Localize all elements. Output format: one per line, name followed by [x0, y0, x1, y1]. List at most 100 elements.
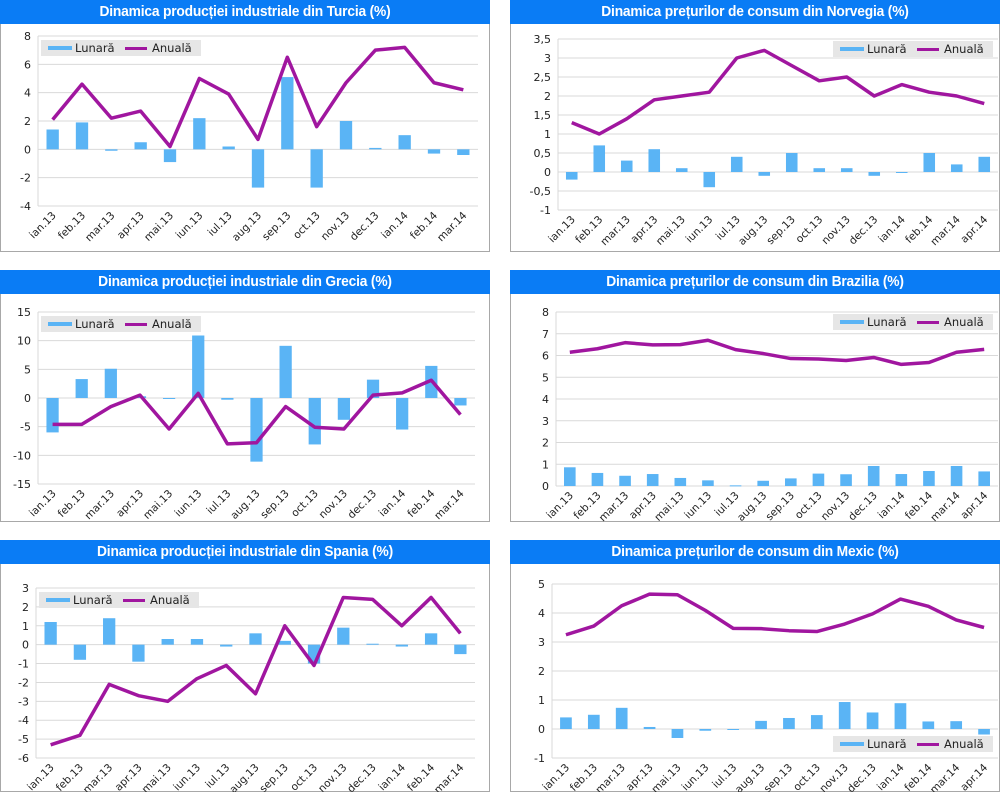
- x-tick-label: aug.13: [227, 762, 261, 792]
- bar: [134, 142, 147, 150]
- x-tick-label: apr.14: [958, 761, 990, 792]
- y-tick-label: -15: [13, 478, 31, 491]
- x-tick-label: ian.14: [376, 761, 408, 792]
- legend-label-lunara: Lunară: [867, 42, 907, 56]
- x-tick-label: iun.13: [684, 214, 716, 246]
- legend-label-anuala: Anuală: [944, 42, 984, 56]
- x-tick-label: nov.13: [317, 488, 350, 521]
- y-tick-label: -2: [18, 676, 29, 689]
- legend-background: [41, 316, 201, 332]
- line-path: [569, 338, 985, 367]
- chart-panel-grecia: Dinamica producției industriale din Grec…: [0, 270, 490, 522]
- bar: [250, 398, 263, 462]
- bar: [703, 172, 716, 188]
- x-tick-label: mai.13: [140, 762, 174, 792]
- bar: [674, 477, 687, 486]
- y-tick-label: 0: [24, 143, 31, 156]
- bar: [310, 149, 323, 188]
- bar: [560, 717, 572, 729]
- bar: [564, 467, 576, 486]
- bar: [757, 480, 769, 486]
- x-tick-label: oct.13: [288, 762, 320, 792]
- bar: [675, 168, 688, 172]
- chart-panel-turcia: Dinamica producției industriale din Turc…: [0, 0, 490, 252]
- y-tick-label: 1: [544, 128, 551, 141]
- x-tick-label: ian.14: [876, 489, 908, 521]
- gridlines: [557, 38, 998, 211]
- chart-title-bar: Dinamica prețurilor de consum din Mexic …: [510, 540, 1000, 564]
- y-tick-label: -0,5: [530, 185, 551, 198]
- x-tick-label: sep.13: [258, 488, 291, 521]
- x-tick-label: ian.13: [27, 210, 59, 242]
- x-tick-label: apr.13: [115, 210, 147, 242]
- x-tick-label: mar.13: [83, 488, 117, 522]
- chart-panel-brazilia: Dinamica prețurilor de consum din Brazil…: [510, 270, 1000, 522]
- bar: [454, 398, 467, 406]
- bar: [565, 172, 578, 180]
- y-tick-label: -10: [13, 449, 31, 462]
- y-tick-label: 0: [24, 392, 31, 405]
- x-tick-label: apr.14: [958, 489, 990, 521]
- x-tick-label: iun.13: [173, 488, 205, 520]
- y-axis: 3,5 3 2,5 2 1,5 1 0,5 0 -0,5 -1: [530, 33, 551, 217]
- bar: [104, 368, 117, 398]
- legend: Lunară Anuală: [833, 41, 993, 57]
- bar: [866, 712, 879, 729]
- x-tick-label: mar.13: [83, 210, 117, 244]
- y-tick-label: 3: [544, 52, 551, 65]
- x-tick-label: sep.13: [762, 762, 795, 792]
- x-tick-label: sep.13: [257, 762, 290, 792]
- bar: [395, 644, 408, 647]
- y-tick-label: 5: [24, 363, 31, 376]
- chart-frame: [0, 294, 490, 522]
- x-tick-label: mar.14: [432, 487, 467, 522]
- x-tick-label: mar.14: [432, 761, 467, 792]
- x-tick-label: mai.13: [652, 490, 686, 522]
- y-tick-label: 1: [538, 694, 545, 707]
- bar: [278, 640, 291, 645]
- y-tick-label: 2,5: [534, 71, 552, 84]
- bar: [337, 398, 351, 420]
- x-tick-label: ian.13: [540, 762, 572, 792]
- y-tick-label: 4: [24, 87, 31, 100]
- chart-title-bar: Dinamica prețurilor de consum din Brazil…: [510, 270, 1000, 294]
- x-tick-label: ian.14: [379, 209, 411, 241]
- bar: [366, 643, 379, 645]
- y-tick-label: -5: [18, 733, 29, 746]
- bar: [221, 398, 234, 400]
- x-tick-label: dec.13: [345, 762, 379, 792]
- chart-panel-norvegia: Dinamica prețurilor de consum din Norveg…: [510, 0, 1000, 252]
- x-tick-label: mai.13: [649, 762, 683, 792]
- legend-label-lunara: Lunară: [867, 315, 907, 329]
- series-lunara-bars: [46, 77, 470, 188]
- x-tick-label: ian.13: [27, 488, 59, 520]
- x-tick-label: iun.13: [680, 762, 712, 792]
- y-tick-label: -2: [20, 172, 31, 185]
- legend-swatch-anuala: [123, 599, 145, 602]
- x-tick-label: dec.13: [348, 210, 382, 244]
- chart-grecia: 15 10 5 0 -5 -10 -15ian.13feb.13mar.13apr.13ma…: [13, 306, 475, 522]
- y-tick-label: 15: [17, 306, 31, 319]
- bar: [454, 644, 467, 655]
- bar: [339, 121, 353, 150]
- chart-panel-spania: Dinamica producției industriale din Span…: [0, 540, 490, 792]
- bar: [813, 168, 826, 172]
- bar: [758, 172, 771, 176]
- gridlines: [551, 583, 998, 759]
- bar: [643, 726, 656, 729]
- x-tick-label: dec.13: [345, 488, 379, 522]
- x-tick-label: mai.13: [142, 210, 176, 244]
- x-tick-label: oct.13: [289, 488, 321, 520]
- y-tick-label: 0: [22, 639, 29, 652]
- bar: [895, 474, 908, 486]
- y-tick-label: 3: [22, 582, 29, 595]
- x-axis: ian.13feb.13mar.13apr.13mai.13iun.13iul.…: [546, 213, 990, 248]
- bar: [810, 715, 823, 729]
- y-tick-label: -1: [540, 204, 551, 217]
- series-anuala-line: [51, 45, 464, 149]
- series-lunara-bars: [564, 465, 990, 487]
- x-tick-label: ian.14: [377, 487, 409, 519]
- x-tick-label: mar.13: [598, 214, 632, 248]
- bar: [44, 622, 57, 645]
